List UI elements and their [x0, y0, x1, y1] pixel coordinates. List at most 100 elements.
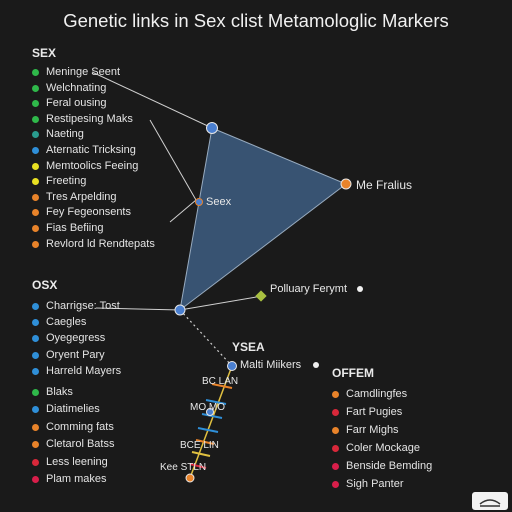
- legend-item-label: Sigh Panter: [346, 478, 404, 490]
- node-label-sex: Seex: [206, 196, 232, 208]
- legend-dot-icon: [32, 131, 39, 139]
- legend-item: Fias Befiing: [32, 222, 103, 235]
- legend-dot-icon: [32, 162, 39, 170]
- legend-dot-icon: [32, 178, 39, 186]
- node-label-polluary: Polluary Ferymt: [270, 283, 348, 295]
- legend-dot-icon: [32, 303, 39, 310]
- legend-item: Meninge Seent: [32, 66, 120, 79]
- legend-dot-icon: [32, 115, 39, 123]
- leader-line-2: [149, 119, 197, 201]
- node-label-ysea: YSEA: [232, 340, 265, 354]
- node-fralius: [340, 178, 352, 190]
- legend-item-label: Tres Arpelding: [46, 190, 117, 203]
- legend-dot-icon: [32, 69, 39, 76]
- legend-item: Naeting: [32, 128, 84, 141]
- legend-item-label: Freeting: [46, 175, 87, 188]
- legend-dot-icon: [32, 441, 39, 449]
- legend-item-label: Restipesing Maks: [46, 112, 133, 125]
- legend-item: Camdlingfes: [332, 388, 407, 401]
- legend-item: Freeting: [32, 175, 86, 188]
- leader-line-5: [179, 295, 263, 311]
- legend-item-label: Oyegegress: [46, 332, 106, 345]
- legend-item: Oryent Pary: [32, 349, 105, 362]
- legend-item-label: Harreld Mayers: [46, 364, 122, 377]
- legend-item: Feral ousing: [32, 97, 107, 110]
- legend-dot-icon: [32, 335, 39, 343]
- legend-item: Oyegegress: [32, 332, 105, 345]
- marker-malti-end: [313, 362, 319, 368]
- node-ysea: [227, 361, 237, 371]
- legend-item-label: Blaks: [46, 386, 73, 398]
- legend-dot-icon: [32, 193, 39, 201]
- legend-item-label: Feral ousing: [46, 97, 107, 110]
- legend-dot-icon: [32, 351, 39, 359]
- leader-line-1: [91, 71, 213, 129]
- legend-item-label: Camdlingfes: [346, 388, 408, 400]
- legend-dot-icon: [332, 463, 339, 470]
- legend-item: Farr Mighs: [332, 424, 399, 437]
- legend-dot-icon: [332, 391, 339, 398]
- legend-dot-icon: [32, 225, 39, 232]
- node-polluary: [255, 290, 267, 302]
- legend-item: Coler Mockage: [332, 442, 420, 455]
- legend-dot-icon: [32, 100, 39, 108]
- legend-item: Less leening: [32, 456, 108, 469]
- group-title-osx: OSX: [32, 278, 58, 292]
- legend-item: Charrigse: Tost: [32, 300, 120, 313]
- legend-item-label: Less leening: [46, 455, 108, 468]
- legend-item-label: Benside Bemding: [346, 460, 433, 472]
- node-label-malti: Malti Miikers: [240, 359, 302, 371]
- legend-item-label: Meninge Seent: [46, 66, 120, 78]
- legend-item: Benside Bemding: [332, 460, 432, 473]
- chain-line-2: [189, 365, 233, 479]
- group-title-offem: OFFEM: [332, 366, 374, 380]
- legend-item-label: Welchnating: [46, 81, 107, 94]
- node-chain-mid: [206, 408, 214, 416]
- node-bottom: [185, 473, 195, 483]
- legend-item-label: Plam makes: [46, 473, 107, 485]
- legend-item: Revlord ld Rendtepats: [32, 238, 155, 251]
- legend-dot-icon: [32, 476, 39, 483]
- chain-ticks: [189, 383, 233, 469]
- legend-dot-icon: [32, 319, 39, 327]
- chain-label-2: MO MO: [190, 402, 225, 413]
- leader-line-4: [95, 307, 181, 311]
- legend-item: Tres Arpelding: [32, 191, 117, 204]
- node-osx: [174, 304, 186, 316]
- legend-dot-icon: [32, 406, 39, 414]
- legend-item: Memtoolics Feeing: [32, 160, 138, 173]
- legend-dot-icon: [32, 423, 39, 431]
- legend-dot-icon: [332, 445, 339, 452]
- legend-item: Fart Pugies: [332, 406, 402, 419]
- legend-item-label: Memtoolics Feeing: [46, 159, 139, 172]
- legend-item-label: Naeting: [46, 128, 84, 141]
- legend-item-label: Comming fats: [46, 420, 114, 433]
- legend-dot-icon: [32, 209, 39, 217]
- legend-item-label: Fart Pugies: [346, 406, 403, 418]
- legend-dot-icon: [32, 389, 39, 396]
- link-triangle: [179, 127, 347, 312]
- legend-item: Blaks: [32, 386, 73, 399]
- chain-line: [179, 309, 233, 367]
- legend-dot-icon: [32, 84, 39, 92]
- legend-item: Welchnating: [32, 82, 106, 95]
- legend-item: Plam makes: [32, 473, 107, 486]
- legend-item-label: Fias Befiing: [46, 222, 104, 234]
- legend-item-label: Aternatic Tricksing: [46, 144, 136, 156]
- chain-label-3: BCE LIN: [180, 440, 219, 451]
- legend-dot-icon: [332, 427, 339, 434]
- legend-item-label: Revlord ld Rendtepats: [46, 237, 155, 250]
- legend-item-label: Oryent Pary: [46, 348, 105, 361]
- legend-item-label: Diatimelies: [46, 403, 100, 416]
- legend-item-label: Coler Mockage: [346, 442, 420, 454]
- legend-item-label: Cletarol Batss: [46, 438, 115, 451]
- marker-polluary-end: [357, 286, 363, 292]
- legend-item: Harreld Mayers: [32, 365, 121, 378]
- chain-label-4: Kee STLN: [160, 462, 207, 473]
- legend-dot-icon: [332, 409, 339, 416]
- corner-logo: [472, 492, 508, 510]
- legend-dot-icon: [32, 240, 39, 248]
- node-label-fralius: Me Fralius: [356, 178, 413, 192]
- legend-item-label: Caegles: [46, 316, 87, 329]
